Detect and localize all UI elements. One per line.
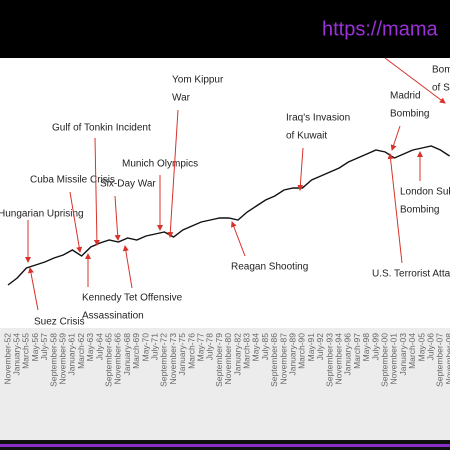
- annotation-arrow: [93, 137, 100, 246]
- x-tick-label: January-61: [67, 333, 77, 376]
- x-tick-label: September-93: [324, 333, 334, 387]
- x-tick-label: May-56: [30, 333, 40, 362]
- x-tick-label: November-59: [57, 333, 67, 385]
- annotation-arrow: [27, 267, 39, 311]
- x-tick-label: November-80: [223, 333, 233, 385]
- x-tick-label: November-73: [168, 333, 178, 385]
- annotation-text: Cuba Missile Crisis: [30, 175, 115, 186]
- chart: November-52 January-54 March-55 May-56 July-…: [0, 57, 450, 387]
- x-tick-label: March-83: [241, 333, 251, 369]
- annotation-arrow: [122, 245, 133, 289]
- x-tick-label: September-79: [214, 333, 224, 387]
- x-tick-label: March-90: [297, 333, 307, 369]
- x-tick-label: January-96: [343, 333, 353, 376]
- x-tick-label: May-98: [361, 333, 371, 362]
- url-text: https://mama: [322, 18, 438, 40]
- x-tick-label: September-86: [269, 333, 279, 387]
- x-tick-label: January-68: [122, 333, 132, 376]
- annotation-text: Assassination: [82, 311, 144, 322]
- x-tick-label: September-00: [379, 333, 389, 387]
- annotation-text: Reagan Shooting: [231, 262, 308, 273]
- x-tick-label: July-85: [260, 333, 270, 361]
- annotation-text: London Subway: [400, 187, 450, 198]
- annotation-text: of Syn: [432, 83, 450, 94]
- x-tick-label: March-04: [407, 333, 417, 369]
- x-tick-label: July-57: [39, 333, 49, 361]
- annotation-text: of Kuwait: [286, 131, 327, 142]
- annotation-arrow: [297, 147, 304, 191]
- annotation-text: Six-Day War: [100, 179, 156, 190]
- annotation-arrow: [390, 125, 401, 151]
- x-tick-label: July-78: [205, 333, 215, 361]
- annotation-text: Kennedy: [82, 293, 121, 304]
- x-tick-label: November-66: [113, 333, 123, 385]
- x-axis-strip: [0, 328, 450, 440]
- annotation-arrow: [387, 153, 403, 264]
- x-tick-label: July-71: [149, 333, 159, 361]
- x-tick-label: January-03: [398, 333, 408, 376]
- annotation-text: Hungarian Uprising: [0, 209, 84, 220]
- x-tick-label: January-54: [11, 333, 21, 376]
- x-tick-label: March-62: [76, 333, 86, 369]
- x-tick-label: January-75: [177, 333, 187, 376]
- price-line: [7, 145, 450, 286]
- annotation-arrow: [167, 109, 179, 238]
- x-tick-label: July-06: [425, 333, 435, 361]
- x-tick-label: November-94: [333, 333, 343, 385]
- x-tick-label: March-55: [21, 333, 31, 369]
- x-tick-label: May-77: [195, 333, 205, 362]
- annotation-text: Bombing: [390, 109, 429, 120]
- x-tick-label: May-91: [306, 333, 316, 362]
- x-tick-label: September-07: [435, 333, 445, 387]
- annotation-text: Yom Kippur: [172, 75, 224, 86]
- annotation-text: Bomb: [432, 65, 450, 76]
- x-tick-label: November-52: [2, 333, 12, 385]
- x-tick-label: September-72: [159, 333, 169, 387]
- annotation-text: Madrid: [390, 91, 421, 102]
- annotation-text: Suez Crisis: [34, 317, 85, 328]
- x-tick-label: November-08: [444, 333, 450, 385]
- x-tick-label: January-82: [232, 333, 242, 376]
- top-bar: [0, 0, 450, 58]
- x-tick-label: September-65: [103, 333, 113, 387]
- x-tick-label: July-64: [94, 333, 104, 361]
- annotation-text: Tet Offensive: [124, 293, 183, 304]
- annotation-arrow: [384, 57, 446, 104]
- annotation-arrow: [69, 191, 83, 253]
- x-tick-label: March-76: [186, 333, 196, 369]
- x-tick-label: July-99: [370, 333, 380, 361]
- bottom-line: [0, 444, 450, 447]
- annotation-arrow: [230, 221, 246, 257]
- annotation-text: Iraq's Invasion: [286, 113, 350, 124]
- x-tick-label: January-89: [287, 333, 297, 376]
- annotation-text: U.S. Terrorist Attacks: [372, 269, 450, 280]
- annotation-text: Munich Olympics: [122, 159, 198, 170]
- x-tick-label: May-70: [140, 333, 150, 362]
- annotation-text: Gulf of Tonkin Incident: [52, 123, 151, 134]
- x-tick-label: September-58: [48, 333, 58, 387]
- x-tick-label: November-01: [389, 333, 399, 385]
- x-tick-label: November-87: [278, 333, 288, 385]
- x-tick-label: May-84: [251, 333, 261, 362]
- x-tick-label: May-63: [85, 333, 95, 362]
- x-tick-label: March-69: [131, 333, 141, 369]
- annotation-arrow: [114, 195, 121, 241]
- annotation-text: Bombing: [400, 205, 439, 216]
- plot-area: [0, 58, 450, 328]
- x-tick-label: March-97: [352, 333, 362, 369]
- x-tick-label: July-92: [315, 333, 325, 361]
- annotation-text: War: [172, 93, 191, 104]
- x-tick-label: May-05: [416, 333, 426, 362]
